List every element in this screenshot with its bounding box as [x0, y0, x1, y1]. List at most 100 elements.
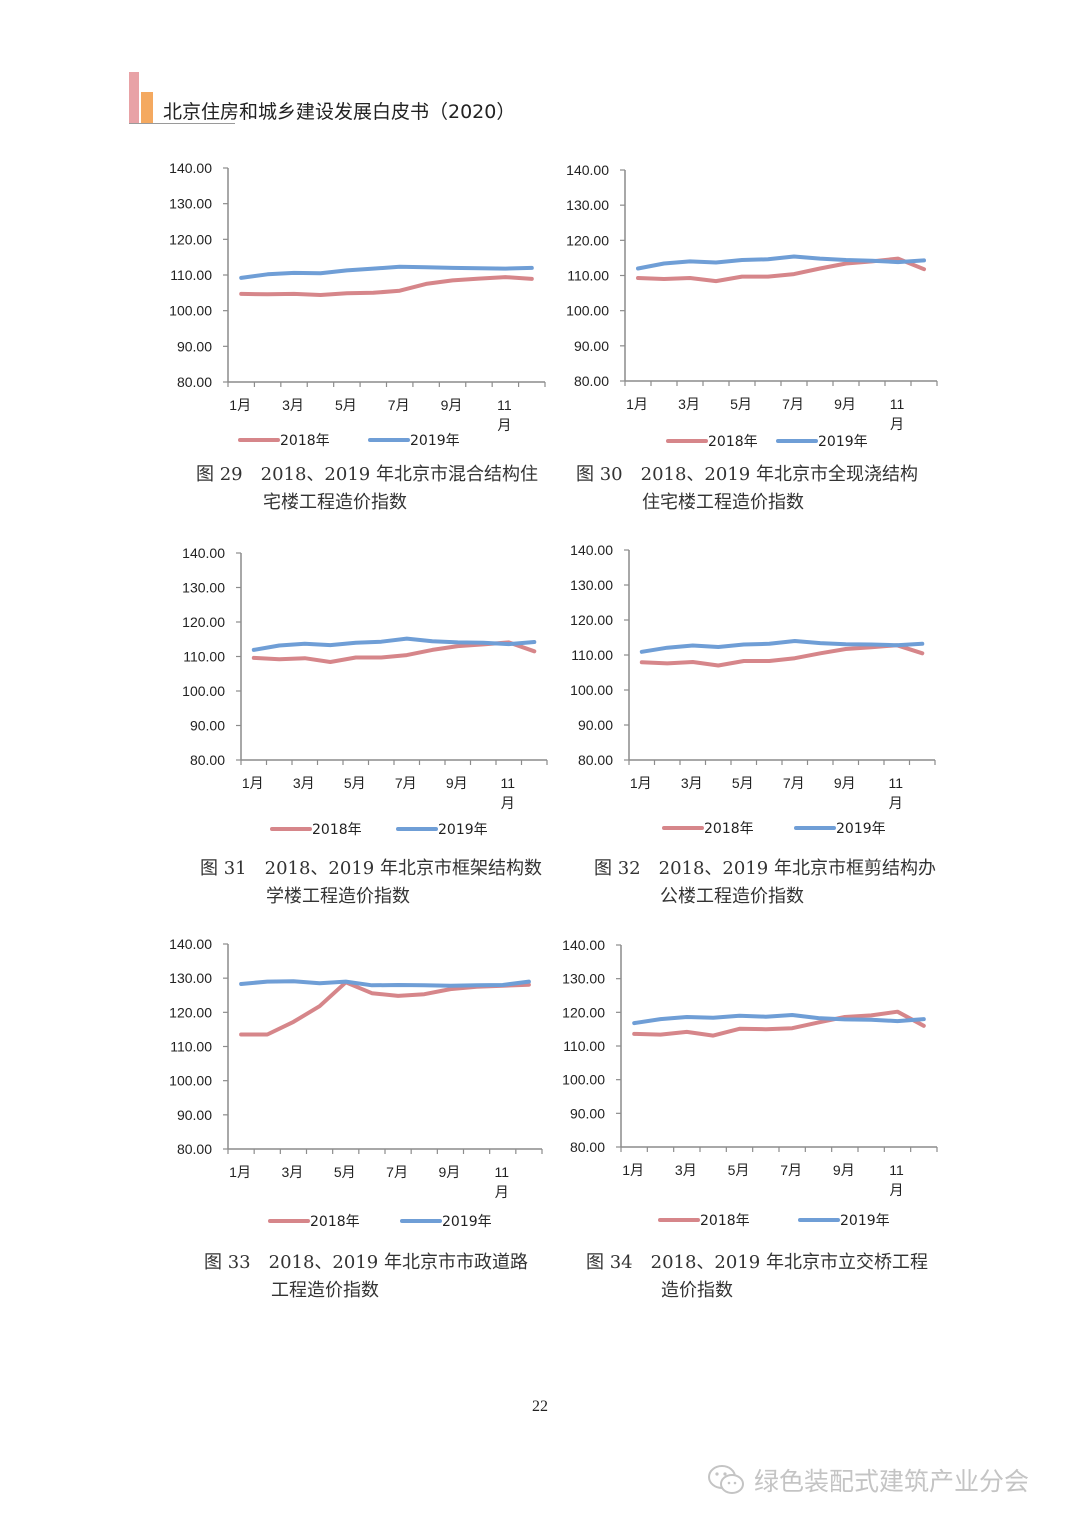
page-number: 22 [532, 1398, 548, 1415]
wechat-icon [708, 1465, 744, 1494]
header-accent-bar-small [141, 92, 153, 124]
line-chart-3: 140.00 130.00 120.00 110.00 100.00 90.00 80.00… [170, 540, 590, 850]
caption-line-1: 图 31 2018、2019 年北京市框架结构数 [200, 858, 542, 879]
y-tick-label: 130.00 [169, 970, 212, 986]
line-chart-5: 140.00 130.00 120.00 110.00 100.00 90.00 80.00… [160, 932, 580, 1242]
y-tick-label: 110.00 [183, 649, 225, 665]
caption-line-2: 工程造价指数 [271, 1280, 379, 1301]
x-tick-label: 9月 [441, 397, 463, 413]
line-chart-6: 140.00 130.00 120.00 110.00 100.00 90.00 80.00… [558, 932, 978, 1242]
y-tick-label: 90.00 [574, 338, 609, 354]
header-accent-bar [129, 72, 139, 124]
y-tick-label: 80.00 [177, 1141, 212, 1157]
x-tick-label: 1月 [229, 397, 251, 413]
x-tick-label: 3月 [282, 1164, 304, 1180]
x-tick-label: 3月 [282, 397, 304, 413]
watermark-text: 绿色装配式建筑产业分会 [754, 1467, 1030, 1496]
x-tick-label-line2: 月 [890, 1182, 904, 1198]
y-tick-label: 80.00 [578, 752, 613, 768]
legend-label: 2019年 [818, 434, 868, 450]
y-tick-label: 100.00 [570, 682, 613, 698]
y-tick-label: 80.00 [570, 1139, 605, 1155]
x-tick-label: 9月 [833, 1162, 855, 1178]
chart-svg: 140.00 130.00 120.00 110.00 100.00 90.00 80.00… [566, 162, 938, 450]
figure-caption: 图 30 2018、2019 年北京市全现浇结构住宅楼工程造价指数 [576, 461, 918, 517]
caption-line-1: 图 33 2018、2019 年北京市市政道路 [204, 1252, 528, 1273]
x-tick-label: 11 [500, 775, 515, 791]
y-tick-label: 140.00 [169, 160, 212, 176]
x-tick-label: 1月 [630, 775, 652, 791]
y-tick-label: 120.00 [570, 612, 613, 628]
x-tick-label: 11 [889, 1162, 904, 1178]
x-tick-label: 3月 [681, 775, 703, 791]
y-tick-label: 100.00 [169, 1073, 212, 1089]
series-line-2019年 [639, 639, 925, 654]
y-tick-label: 80.00 [190, 752, 225, 768]
y-tick-label: 100.00 [562, 1072, 605, 1088]
watermark: 绿色装配式建筑产业分会 [706, 1460, 1029, 1500]
y-tick-label: 110.00 [563, 1038, 605, 1054]
y-tick-label: 110.00 [571, 647, 613, 663]
y-tick-label: 90.00 [177, 1107, 212, 1123]
figure-caption: 图 33 2018、2019 年北京市市政道路工程造价指数 [204, 1249, 528, 1305]
caption-line-1: 图 29 2018、2019 年北京市混合结构住 [196, 464, 538, 485]
header-underline [129, 123, 235, 124]
x-tick-label: 1月 [229, 1164, 251, 1180]
y-tick-label: 100.00 [566, 303, 609, 319]
x-tick-label: 11 [890, 396, 905, 412]
line-chart-1: 140.00 130.00 120.00 110.00 100.00 90.00 80.00… [160, 155, 580, 465]
caption-line-2: 造价指数 [661, 1280, 733, 1301]
legend-label: 2018年 [700, 1213, 750, 1229]
chart-svg: 140.00 130.00 120.00 110.00 100.00 90.00 80.00… [169, 936, 543, 1230]
x-tick-label: 9月 [834, 396, 856, 412]
y-tick-label: 130.00 [570, 577, 613, 593]
x-tick-label: 9月 [439, 1164, 461, 1180]
x-tick-label: 1月 [626, 396, 648, 412]
caption-line-1: 图 30 2018、2019 年北京市全现浇结构 [576, 464, 918, 485]
y-tick-label: 120.00 [562, 1004, 605, 1020]
x-tick-label-line2: 月 [501, 795, 515, 811]
caption-line-1: 图 34 2018、2019 年北京市立交桥工程 [586, 1252, 928, 1273]
chart-svg: 140.00 130.00 120.00 110.00 100.00 90.00 80.00… [562, 937, 938, 1229]
x-tick-label: 5月 [344, 775, 366, 791]
x-tick-label: 11 [494, 1164, 509, 1180]
legend-label: 2018年 [280, 433, 330, 449]
x-tick-label: 5月 [334, 1164, 356, 1180]
y-tick-label: 130.00 [169, 196, 212, 212]
y-tick-label: 140.00 [570, 542, 613, 558]
x-tick-label: 3月 [678, 396, 700, 412]
y-tick-label: 110.00 [170, 1039, 212, 1055]
x-tick-label: 3月 [675, 1162, 697, 1178]
chart-svg: 140.00 130.00 120.00 110.00 100.00 90.00 80.00… [570, 542, 936, 837]
x-tick-label: 7月 [386, 1164, 408, 1180]
chart-svg: 140.00 130.00 120.00 110.00 100.00 90.00 80.00… [169, 160, 546, 449]
y-tick-label: 120.00 [169, 1004, 212, 1020]
y-tick-label: 140.00 [182, 545, 225, 561]
legend-label: 2019年 [442, 1214, 492, 1230]
legend-label: 2018年 [310, 1214, 360, 1230]
x-tick-label: 7月 [783, 775, 805, 791]
x-tick-label: 1月 [622, 1162, 644, 1178]
y-tick-label: 110.00 [567, 268, 609, 284]
y-tick-label: 100.00 [182, 683, 225, 699]
series-line-2018年 [632, 1009, 926, 1038]
x-tick-label-line2: 月 [889, 795, 903, 811]
legend-label: 2018年 [704, 821, 754, 837]
y-tick-label: 100.00 [169, 303, 212, 319]
y-tick-label: 80.00 [574, 373, 609, 389]
legend-label: 2019年 [438, 822, 488, 838]
legend-label: 2019年 [836, 821, 886, 837]
caption-line-2: 住宅楼工程造价指数 [642, 492, 804, 513]
x-tick-label: 5月 [728, 1162, 750, 1178]
document-title: 北京住房和城乡建设发展白皮书（2020） [163, 101, 516, 123]
y-tick-label: 80.00 [177, 374, 212, 390]
x-tick-label: 7月 [782, 396, 804, 412]
y-tick-label: 120.00 [182, 614, 225, 630]
x-tick-label: 11 [497, 397, 512, 413]
y-tick-label: 130.00 [566, 197, 609, 213]
x-tick-label: 5月 [732, 775, 754, 791]
y-tick-label: 90.00 [177, 338, 212, 354]
series-line-2019年 [251, 636, 537, 652]
line-chart-4: 140.00 130.00 120.00 110.00 100.00 90.00 80.00… [560, 540, 980, 850]
y-tick-label: 130.00 [182, 580, 225, 596]
